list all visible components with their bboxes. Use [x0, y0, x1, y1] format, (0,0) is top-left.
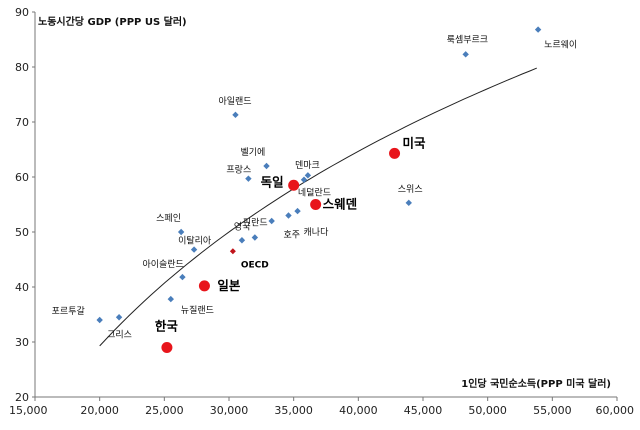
x-tick-label: 30,000 — [210, 404, 249, 417]
point-label: 영국 — [234, 221, 251, 232]
oecd-point — [229, 248, 236, 255]
x-tick-label: 45,000 — [404, 404, 443, 417]
x-tick-label: 50,000 — [468, 404, 507, 417]
point-label: 벨기에 — [241, 147, 266, 158]
highlight-point — [198, 280, 210, 292]
country-point — [251, 234, 259, 241]
point-label: 네덜란드 — [298, 186, 331, 198]
y-tick-label: 30 — [15, 336, 29, 349]
country-point — [167, 295, 174, 303]
point-label: 일본 — [217, 278, 241, 293]
point-label: 프랑스 — [226, 164, 251, 176]
point-label: 이탈리아 — [178, 236, 212, 247]
highlight-point — [389, 147, 401, 159]
x-tick-label: 15,000 — [9, 404, 48, 417]
country-point — [263, 162, 270, 170]
y-tick-label: 40 — [15, 281, 29, 294]
country-point — [300, 176, 308, 183]
country-point — [232, 111, 239, 119]
x-tick-label: 25,000 — [145, 404, 184, 417]
point-label: 아이슬란드 — [142, 258, 183, 270]
point-label: 노르웨이 — [544, 39, 577, 51]
country-point — [190, 246, 198, 253]
point-label: 호주 — [283, 230, 300, 241]
country-point — [304, 172, 312, 179]
country-point — [245, 175, 252, 182]
x-tick-label: 40,000 — [339, 404, 378, 417]
country-point — [294, 207, 301, 215]
country-point — [179, 273, 186, 281]
y-tick-label: 80 — [15, 61, 29, 74]
y-axis-title: 노동시간당 GDP (PPP US 달러) — [38, 15, 187, 28]
x-tick-label: 60,000 — [596, 404, 635, 417]
point-label: 미국 — [403, 135, 427, 150]
point-label: 뉴질랜드 — [181, 304, 214, 316]
x-tick-label: 35,000 — [274, 404, 313, 417]
point-label: 덴마크 — [295, 160, 320, 171]
point-label: 그리스 — [107, 329, 132, 340]
x-tick-label: 20,000 — [80, 404, 119, 417]
point-label: 아일랜드 — [218, 96, 251, 107]
country-point — [285, 212, 292, 219]
highlight-point — [288, 179, 300, 191]
point-label: 룩셈부르크 — [447, 34, 488, 45]
point-label: 스웨덴 — [323, 197, 358, 212]
highlight-point — [161, 342, 173, 353]
point-label: 독일 — [261, 174, 284, 189]
country-point — [405, 199, 412, 207]
point-label: OECD — [241, 260, 269, 270]
country-point — [268, 217, 275, 225]
point-label: 스위스 — [398, 184, 423, 195]
trend-line — [99, 67, 537, 347]
point-label: 핀란드 — [243, 217, 268, 229]
country-point — [238, 237, 246, 244]
x-tick-group: 15,000 20,000 25,000 30,000 35,000 40,000 45,0… — [9, 397, 634, 417]
y-tick-group: 20 30 40 50 60 70 80 90 — [15, 6, 35, 404]
x-tick-label: 55,000 — [533, 404, 572, 417]
country-point — [115, 314, 123, 321]
country-point — [96, 316, 103, 324]
point-label: 한국 — [155, 319, 179, 334]
highlight-point — [310, 199, 322, 210]
y-tick-label: 90 — [15, 6, 29, 19]
point-label: 캐나다 — [304, 227, 330, 238]
point-label: 포르투갈 — [52, 306, 85, 317]
y-tick-label: 50 — [15, 226, 29, 239]
y-tick-label: 20 — [15, 391, 29, 404]
y-tick-label: 70 — [15, 116, 29, 129]
country-point — [534, 26, 542, 33]
point-label: 스페인 — [156, 213, 181, 224]
country-point — [177, 228, 185, 236]
y-tick-label: 60 — [15, 171, 29, 184]
data-points — [96, 26, 542, 353]
x-axis-title: 1인당 국민순소득(PPP 미국 달러) — [461, 377, 611, 390]
country-point — [462, 51, 469, 58]
